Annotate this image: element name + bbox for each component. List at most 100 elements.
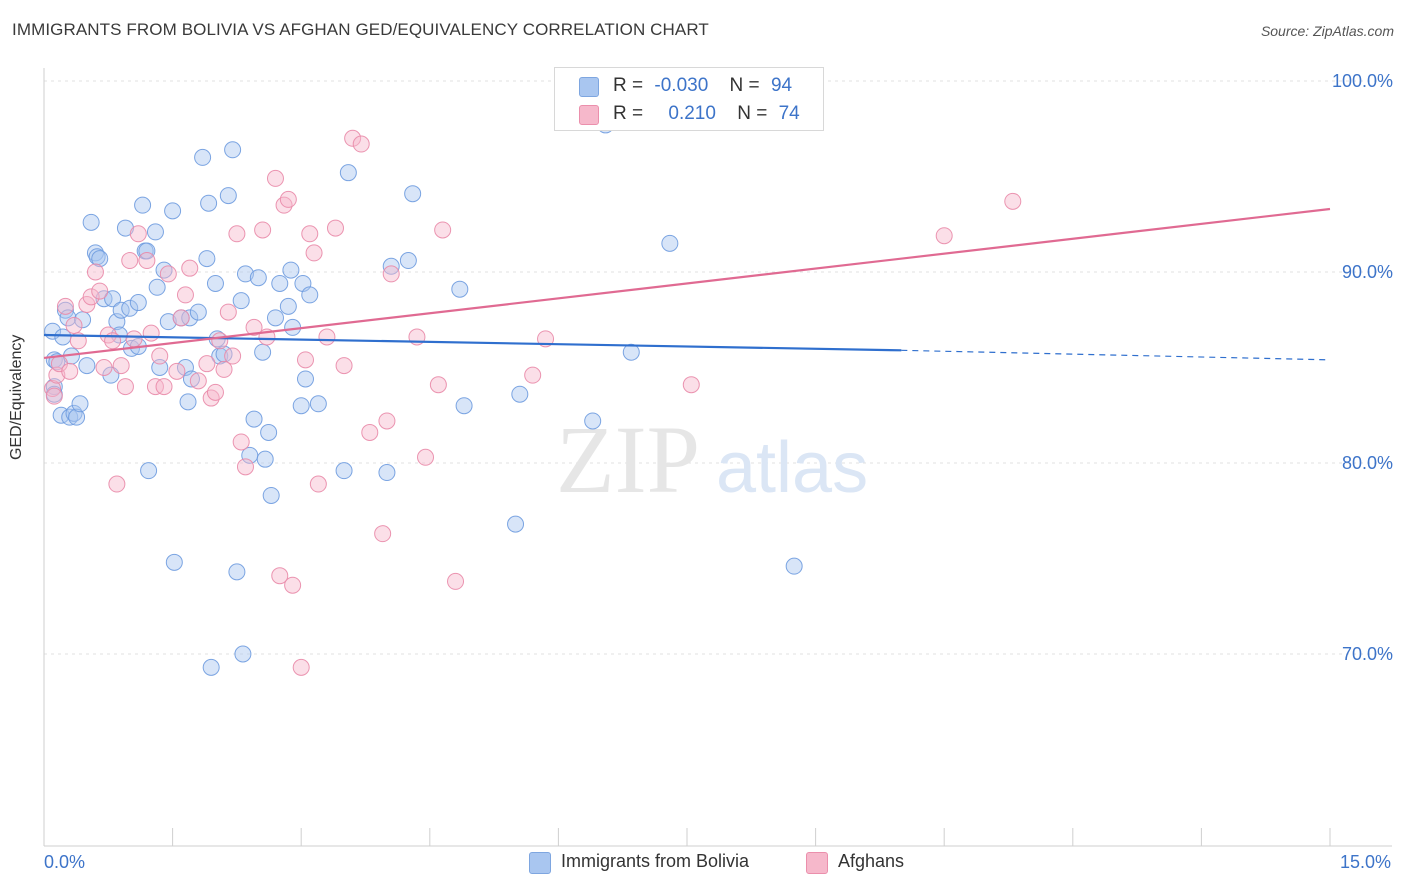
data-point	[146, 378, 164, 396]
data-point	[374, 525, 392, 543]
data-point	[198, 250, 216, 268]
data-point	[661, 234, 679, 252]
series-bolivia-points	[44, 116, 803, 676]
x-tick-label-max: 15.0%	[1340, 852, 1392, 872]
legend-swatch-afghans	[579, 105, 599, 125]
data-point	[155, 378, 173, 396]
trend-line-afghans	[43, 207, 1331, 360]
data-point	[511, 385, 529, 403]
data-point	[181, 309, 199, 327]
source-note: Source: ZipAtlas.com	[1260, 23, 1394, 39]
data-point	[309, 395, 327, 413]
data-point	[429, 376, 447, 394]
data-point	[68, 408, 86, 426]
legend-swatch-bolivia	[579, 77, 599, 97]
data-point	[296, 370, 314, 388]
data-point	[447, 572, 465, 590]
data-point	[344, 129, 362, 147]
data-point	[785, 557, 803, 575]
data-point	[284, 576, 302, 594]
data-point	[198, 355, 216, 373]
data-point	[232, 433, 250, 451]
data-point	[935, 227, 953, 245]
data-point	[284, 318, 302, 336]
data-point	[215, 360, 233, 378]
data-point	[271, 274, 289, 292]
data-point	[104, 290, 122, 308]
bottom-legend-swatch-afghans	[806, 852, 828, 874]
data-point	[236, 458, 254, 476]
data-point	[326, 219, 344, 237]
data-point	[455, 397, 473, 415]
data-point	[228, 225, 246, 243]
grid-lines	[44, 80, 1392, 655]
data-point	[112, 357, 130, 375]
data-point	[301, 225, 319, 243]
data-point	[206, 383, 224, 401]
trend-line-bolivia-extension	[901, 349, 1331, 361]
legend-row-bolivia: R = -0.030 N = 94	[613, 75, 792, 97]
data-point	[236, 265, 254, 283]
data-point	[296, 351, 314, 369]
data-point	[138, 252, 156, 270]
data-point	[181, 259, 199, 277]
legend-r-label: R =	[613, 75, 644, 96]
data-point	[399, 252, 417, 270]
y-tick-label: 80.0%	[1342, 453, 1393, 473]
data-point	[65, 316, 83, 334]
data-point	[245, 410, 263, 428]
data-point	[108, 475, 126, 493]
data-point	[292, 658, 310, 676]
legend-n-value: 74	[778, 103, 800, 124]
data-point	[121, 299, 139, 317]
data-point	[256, 450, 274, 468]
data-point	[140, 462, 158, 480]
y-axis-label: GED/Equivalency	[8, 334, 25, 460]
series-afghans-points	[44, 72, 1022, 676]
y-tick-labels: 100.0% 90.0% 80.0% 70.0%	[1332, 71, 1393, 664]
data-point	[232, 292, 250, 310]
bottom-legend-label-bolivia: Immigrants from Bolivia	[561, 851, 750, 871]
data-point	[584, 412, 602, 430]
data-point	[335, 357, 353, 375]
data-point	[434, 221, 452, 239]
data-point	[112, 301, 130, 319]
data-point	[182, 370, 200, 388]
data-point	[138, 242, 156, 260]
data-point	[249, 269, 267, 287]
data-point	[215, 345, 233, 363]
data-point	[622, 343, 640, 361]
data-point	[129, 225, 147, 243]
data-point	[254, 343, 272, 361]
data-point	[224, 347, 242, 365]
data-point	[234, 645, 252, 663]
data-point	[91, 250, 109, 268]
data-point	[148, 278, 166, 296]
legend-r-value: -0.030	[654, 75, 709, 96]
y-tick-label: 70.0%	[1342, 644, 1393, 664]
data-point	[378, 412, 396, 430]
legend-n-value: 94	[770, 75, 793, 96]
data-point	[61, 362, 79, 380]
data-point	[404, 185, 422, 203]
data-point	[245, 318, 263, 336]
data-point	[142, 324, 160, 342]
data-point	[189, 372, 207, 390]
data-point	[378, 464, 396, 482]
chart-title: IMMIGRANTS FROM BOLIVIA VS AFGHAN GED/EQ…	[12, 20, 709, 39]
data-point	[301, 286, 319, 304]
x-tick-label-min: 0.0%	[44, 852, 86, 872]
data-point	[417, 448, 435, 466]
data-point	[202, 658, 220, 676]
data-point	[282, 261, 300, 279]
data-point	[279, 190, 297, 208]
data-point	[159, 265, 177, 283]
legend-r-value: 0.210	[668, 103, 716, 124]
data-point	[146, 223, 164, 241]
data-point	[168, 362, 186, 380]
data-point	[116, 378, 134, 396]
trend-lines	[43, 207, 1331, 361]
data-point	[176, 286, 194, 304]
data-point	[279, 297, 297, 315]
